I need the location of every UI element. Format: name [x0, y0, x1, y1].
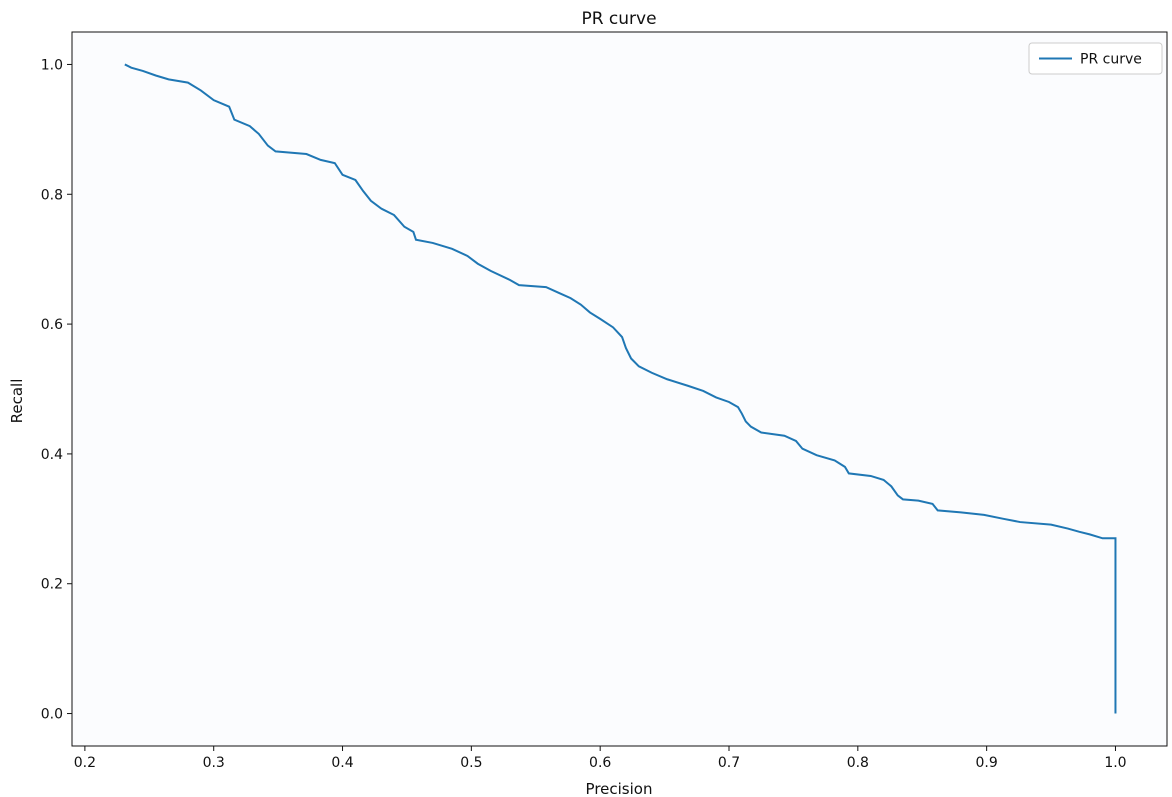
legend-box	[1028, 42, 1163, 75]
x-tick-label: 0.6	[589, 755, 611, 771]
y-axis-label: Recall	[8, 379, 26, 424]
x-tick-label: 0.3	[203, 755, 225, 771]
x-tick-label: 1.0	[1104, 755, 1126, 771]
y-tick-label: 0.2	[41, 577, 63, 593]
x-tick-label: 0.8	[847, 755, 869, 771]
axes-frame	[71, 31, 1168, 747]
y-tick-label: 1.0	[41, 57, 63, 73]
y-tick-label: 0.4	[41, 447, 63, 463]
plot-area	[72, 32, 1167, 746]
y-tick-label: 0.8	[41, 187, 63, 203]
axes-layer	[71, 31, 1168, 747]
legend-label: PR curve	[1080, 52, 1142, 68]
x-tick-label: 0.4	[331, 755, 353, 771]
x-tick-label: 0.5	[460, 755, 482, 771]
series-layer	[124, 63, 1117, 714]
chart-title: PR curve	[581, 9, 656, 29]
ticks-layer: 0.2 0.3 0.4 0.5 0.6 0.7 0.8 0.9 1.0 0.0 0.2 0.4 0.6 0…	[41, 57, 1127, 771]
y-tick-label: 0.0	[41, 707, 63, 723]
x-tick-label: 0.9	[976, 755, 998, 771]
x-axis-label: Precision	[586, 780, 653, 797]
plot-background	[72, 32, 1167, 746]
y-tick-label: 0.6	[41, 317, 63, 333]
x-tick-label: 0.7	[718, 755, 740, 771]
x-tick-label: 0.2	[74, 755, 96, 771]
legend: PR curve	[1028, 42, 1163, 75]
series-line-0	[124, 63, 1117, 714]
